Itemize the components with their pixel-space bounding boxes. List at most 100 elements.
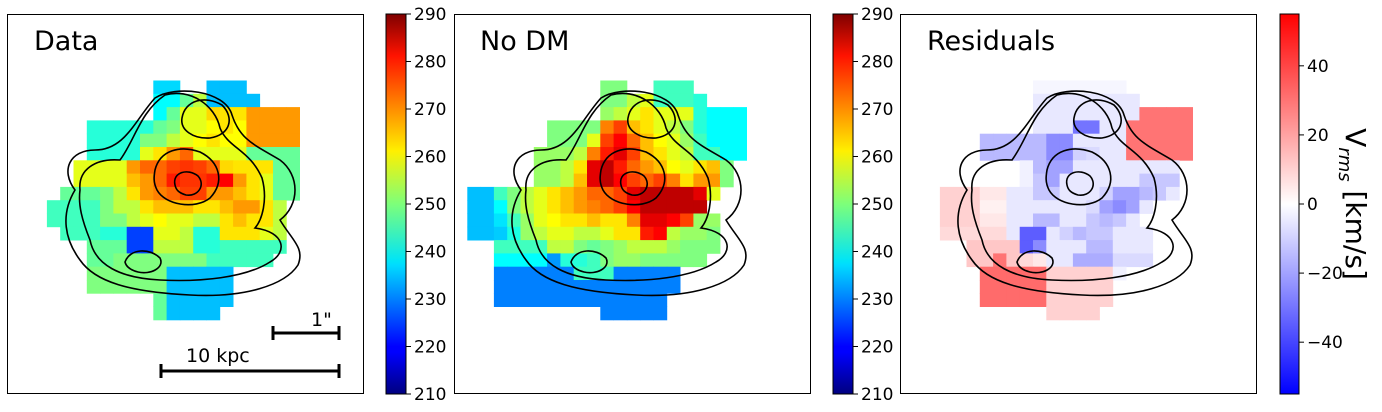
heatmap-cell <box>1166 107 1180 121</box>
heatmap-cell <box>179 266 194 281</box>
heatmap-cell <box>233 200 247 214</box>
panel-title: Residuals <box>927 26 1055 57</box>
heatmap-cell <box>193 186 207 201</box>
heatmap-cell <box>547 293 561 307</box>
heatmap-cell <box>653 266 668 281</box>
heatmap-cell <box>493 226 508 241</box>
heatmap-cell <box>1006 213 1021 228</box>
colorbar-tick-label: 230 <box>414 290 446 310</box>
heatmap-cell <box>1059 160 1074 174</box>
heatmap-cell <box>1139 147 1154 161</box>
heatmap-cell <box>560 160 575 174</box>
heatmap-cell <box>246 173 261 188</box>
heatmap-cell <box>587 213 601 228</box>
heatmap-cell <box>480 213 495 228</box>
heatmap-cell <box>560 213 575 228</box>
heatmap-cell <box>1072 213 1087 228</box>
heatmap-cell <box>166 186 181 201</box>
heatmap-cell <box>259 240 274 254</box>
heatmap-cell <box>179 186 194 201</box>
heatmap-cell <box>587 120 601 135</box>
heatmap-cell <box>1126 253 1140 268</box>
heatmap-cell <box>706 186 721 201</box>
heatmap-cell <box>1166 147 1180 161</box>
heatmap-cell <box>219 80 234 95</box>
heatmap-cell <box>939 200 954 214</box>
heatmap-cell <box>1059 280 1074 294</box>
heatmap-cell <box>166 306 181 321</box>
heatmap-cell <box>600 293 614 307</box>
heatmap-cell <box>1099 200 1114 214</box>
contour-top-loop <box>1073 99 1122 139</box>
heatmap-cell <box>1072 200 1087 214</box>
heatmap-cell <box>1046 93 1060 108</box>
heatmap-cell <box>179 200 194 214</box>
heatmap-cell <box>993 266 1007 281</box>
heatmap-cell <box>233 93 247 108</box>
heatmap-cell <box>1006 226 1021 241</box>
heatmap-cell <box>613 240 628 254</box>
heatmap-cell <box>193 226 207 241</box>
heatmap-cell <box>626 253 641 268</box>
heatmap-cell <box>140 120 154 135</box>
heatmap-cell <box>626 280 641 294</box>
heatmap-cell <box>126 186 141 201</box>
heatmap-cell <box>1072 280 1087 294</box>
heatmap-cell <box>179 133 194 148</box>
heatmap-cell <box>600 240 614 254</box>
heatmap-cell <box>680 160 694 174</box>
heatmap-cell <box>219 173 234 188</box>
heatmap-cell <box>1059 226 1074 241</box>
heatmap-cell <box>1112 173 1127 188</box>
heatmap-cell <box>166 253 181 268</box>
heatmap-cell <box>993 253 1007 268</box>
contour-inner <box>1045 148 1112 206</box>
heatmap-cell <box>680 120 694 135</box>
heatmap-cell <box>640 253 654 268</box>
heatmap-cell <box>626 213 641 228</box>
heatmap-cell <box>166 133 181 148</box>
heatmap-cell <box>993 200 1007 214</box>
heatmap-cell <box>1086 253 1100 268</box>
heatmap-cell <box>680 253 694 268</box>
heatmap-cell <box>666 160 681 174</box>
heatmap-cell <box>1179 147 1193 161</box>
heatmap-cell <box>1112 200 1127 214</box>
heatmap-cell <box>166 160 181 174</box>
heatmap-cell <box>193 266 207 281</box>
heatmap-cell <box>1139 186 1154 201</box>
colorbar-tick-label: 210 <box>861 385 893 405</box>
heatmap-cell <box>547 280 561 294</box>
heatmap-cell <box>1099 160 1114 174</box>
heatmap-cell <box>1046 293 1060 307</box>
heatmap-cell <box>547 120 561 135</box>
heatmap-cell <box>246 120 261 135</box>
heatmap-cell <box>993 147 1007 161</box>
heatmap-cell <box>1019 186 1034 201</box>
heatmap-cell <box>493 240 508 254</box>
heatmap-cell <box>587 160 601 174</box>
heatmap-cell <box>1059 213 1074 228</box>
colorbar-tick-label: 280 <box>861 53 893 73</box>
heatmap-cell <box>613 253 628 268</box>
heatmap-cell <box>653 160 668 174</box>
heatmap-cell <box>1086 280 1100 294</box>
heatmap-cell <box>1059 107 1074 121</box>
heatmap-cell <box>206 293 221 307</box>
contour-outer <box>65 90 301 297</box>
heatmap-cell <box>166 266 181 281</box>
heatmap-cell <box>653 293 668 307</box>
heatmap-cell <box>153 80 167 95</box>
colorbar-tick-label: 270 <box>414 100 446 120</box>
heatmap-cell <box>1099 266 1114 281</box>
heatmap-cell <box>600 93 614 108</box>
heatmap-cell <box>113 253 128 268</box>
heatmap-cell <box>467 213 481 228</box>
heatmap-cell <box>587 173 601 188</box>
heatmap-cell <box>219 160 234 174</box>
heatmap-cell <box>153 200 167 214</box>
heatmap-cell <box>653 253 668 268</box>
heatmap-cell <box>1006 293 1021 307</box>
heatmap-cell <box>153 133 167 148</box>
heatmap-cell <box>140 226 154 241</box>
